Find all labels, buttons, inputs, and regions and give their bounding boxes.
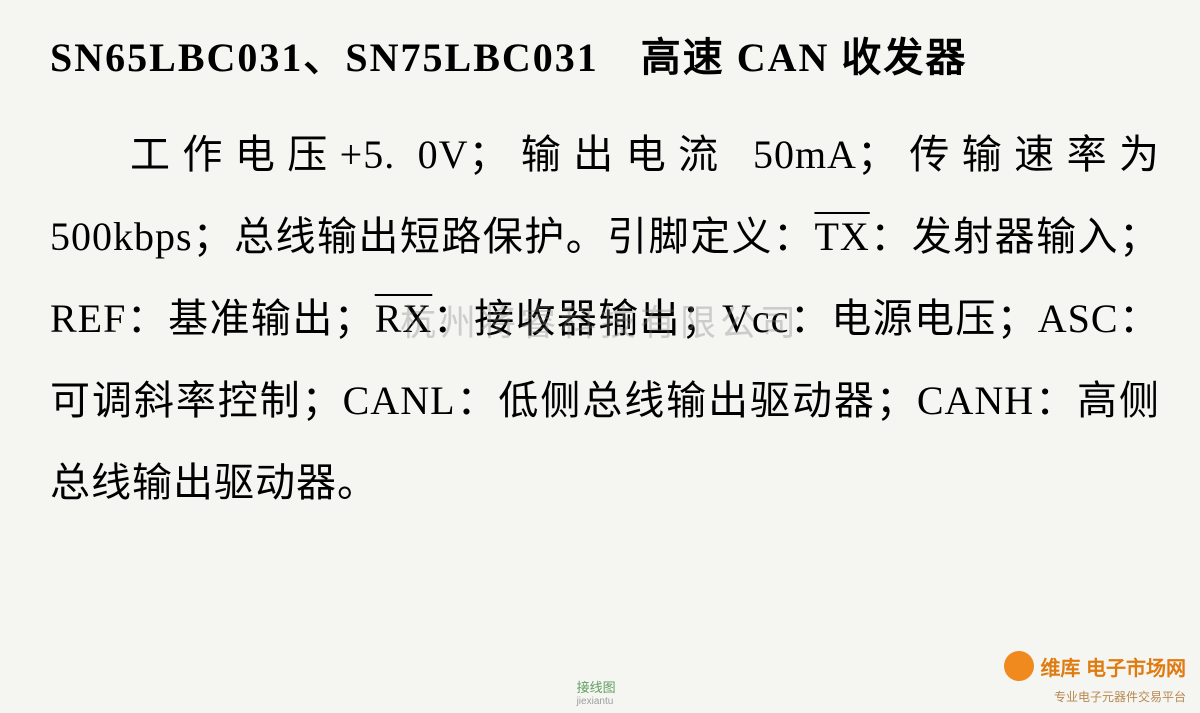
watermark-green: 接线图 jiexiantu: [577, 677, 616, 707]
logo-circle-icon: [1004, 651, 1034, 681]
document-page: SN65LBC031、SN75LBC031 高速 CAN 收发器 工作电压+5.…: [0, 0, 1200, 713]
watermark-logo: 维库 电子市场网: [1004, 651, 1186, 681]
document-body: 工作电压+5. 0V；输出电流 50mA；传输速率为 500kbps；总线输出短…: [50, 114, 1160, 524]
watermark-green-main: 接线图: [577, 680, 616, 695]
overline-rx: RX: [375, 296, 433, 341]
overline-tx: TX: [814, 214, 869, 259]
watermark-green-sub: jiexiantu: [577, 696, 616, 707]
watermark-br-main: 维库 电子市场网: [1040, 652, 1186, 681]
document-title: SN65LBC031、SN75LBC031 高速 CAN 收发器: [50, 20, 1160, 96]
watermark-bottom-right: 维库 电子市场网 专业电子元器件交易平台: [1004, 651, 1186, 705]
watermark-br-sub: 专业电子元器件交易平台: [1004, 688, 1186, 705]
